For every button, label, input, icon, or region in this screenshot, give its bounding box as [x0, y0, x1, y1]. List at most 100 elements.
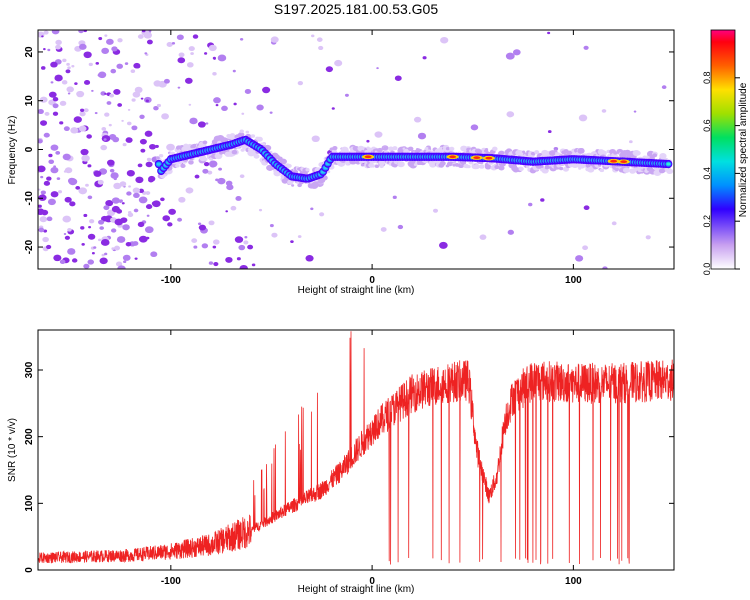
noise-blob	[51, 30, 60, 35]
noise-blob	[78, 125, 87, 132]
halo-blob	[374, 164, 379, 169]
noise-blob	[40, 190, 46, 195]
noise-blob	[95, 62, 100, 65]
noise-blob	[88, 225, 92, 229]
noise-blob	[212, 72, 217, 76]
spectrogram-x-label: Height of straight line (km)	[298, 285, 415, 296]
noise-blob	[176, 34, 184, 41]
halo-blob	[424, 146, 429, 151]
noise-blob	[53, 254, 62, 262]
noise-blob	[178, 52, 185, 58]
noise-blob	[207, 170, 213, 175]
noise-blob	[215, 104, 219, 107]
noise-blob	[38, 194, 47, 201]
noise-blob	[417, 132, 427, 140]
noise-blob	[262, 86, 271, 94]
noise-blob	[131, 98, 136, 102]
noise-blob	[104, 252, 108, 256]
noise-blob	[47, 198, 56, 206]
noise-blob	[99, 226, 104, 230]
noise-blob	[79, 92, 82, 95]
halo-blob	[498, 165, 505, 171]
colorbar: 0.0 0.2 0.4 0.6 0.8 Normalized spectral ampl…	[702, 29, 749, 275]
ridge-inner	[156, 162, 161, 166]
noise-blob	[62, 153, 71, 161]
noise-blob	[629, 140, 633, 144]
noise-blob	[160, 197, 165, 202]
noise-blob	[74, 82, 78, 86]
noise-blob	[83, 80, 91, 85]
noise-blob	[366, 139, 370, 143]
halo-blob	[522, 150, 526, 153]
noise-blob	[168, 208, 176, 215]
halo-blob	[250, 134, 256, 138]
snr-frame	[37, 329, 675, 571]
noise-blob	[101, 47, 110, 54]
halo-blob	[659, 153, 667, 159]
noise-blob	[55, 44, 61, 50]
snr-ticks: -100 0 100 0 100 200 300	[24, 330, 674, 587]
noise-blob	[87, 259, 95, 265]
noise-blob	[110, 172, 119, 179]
noise-blob	[156, 103, 161, 108]
noise-blob	[41, 35, 44, 38]
noise-blob	[71, 258, 78, 263]
noise-blob	[194, 174, 200, 179]
noise-blob	[225, 256, 233, 263]
noise-blob	[153, 80, 162, 87]
noise-blob	[512, 49, 521, 56]
noise-blob	[297, 235, 302, 239]
noise-blob	[55, 150, 61, 155]
noise-blob	[197, 121, 206, 128]
hot-spot-core	[485, 156, 493, 160]
noise-blob	[235, 195, 242, 201]
noise-blob	[380, 227, 387, 232]
noise-blob	[56, 177, 61, 181]
noise-blob	[215, 178, 219, 182]
noise-blob	[188, 103, 192, 106]
noise-blob	[132, 187, 141, 194]
noise-blob	[100, 239, 110, 246]
noise-blob	[116, 63, 123, 69]
halo-blob	[239, 129, 244, 134]
noise-blob	[141, 30, 146, 33]
noise-blob	[80, 148, 89, 156]
noise-blob	[124, 62, 129, 65]
noise-blob	[305, 255, 314, 262]
noise-blob	[67, 227, 72, 232]
noise-blob	[104, 34, 108, 37]
halo-blob	[634, 150, 641, 156]
noise-blob	[52, 111, 59, 116]
halo-blob	[614, 167, 619, 172]
noise-blob	[91, 89, 94, 92]
noise-blob	[69, 201, 76, 207]
noise-blob	[121, 119, 124, 122]
halo-blob	[578, 148, 585, 153]
noise-blob	[105, 199, 114, 207]
noise-blob	[153, 106, 159, 111]
noise-blob	[269, 224, 274, 228]
x-tick-label: 0	[369, 576, 375, 587]
noise-blob	[48, 91, 57, 98]
noise-blob	[39, 216, 48, 223]
colorbar-tick-label: 0.4	[702, 167, 712, 180]
noise-blob	[122, 224, 130, 231]
noise-blob	[251, 263, 256, 267]
x-tick-label: 100	[565, 576, 582, 587]
y-tick-label: 0	[24, 567, 35, 573]
noise-blob	[258, 208, 263, 212]
noise-blob	[167, 222, 173, 227]
halo-blob	[525, 165, 530, 169]
halo-blob	[666, 168, 674, 175]
noise-blob	[38, 204, 42, 208]
y-tick-label: 0	[24, 146, 35, 152]
noise-blob	[97, 238, 102, 242]
noise-blob	[81, 243, 85, 246]
noise-blob	[75, 185, 81, 190]
noise-blob	[230, 205, 237, 211]
noise-blob	[41, 66, 46, 70]
noise-blob	[50, 191, 59, 198]
noise-blob	[122, 143, 127, 147]
noise-blob	[374, 131, 383, 138]
noise-blob	[59, 121, 64, 125]
